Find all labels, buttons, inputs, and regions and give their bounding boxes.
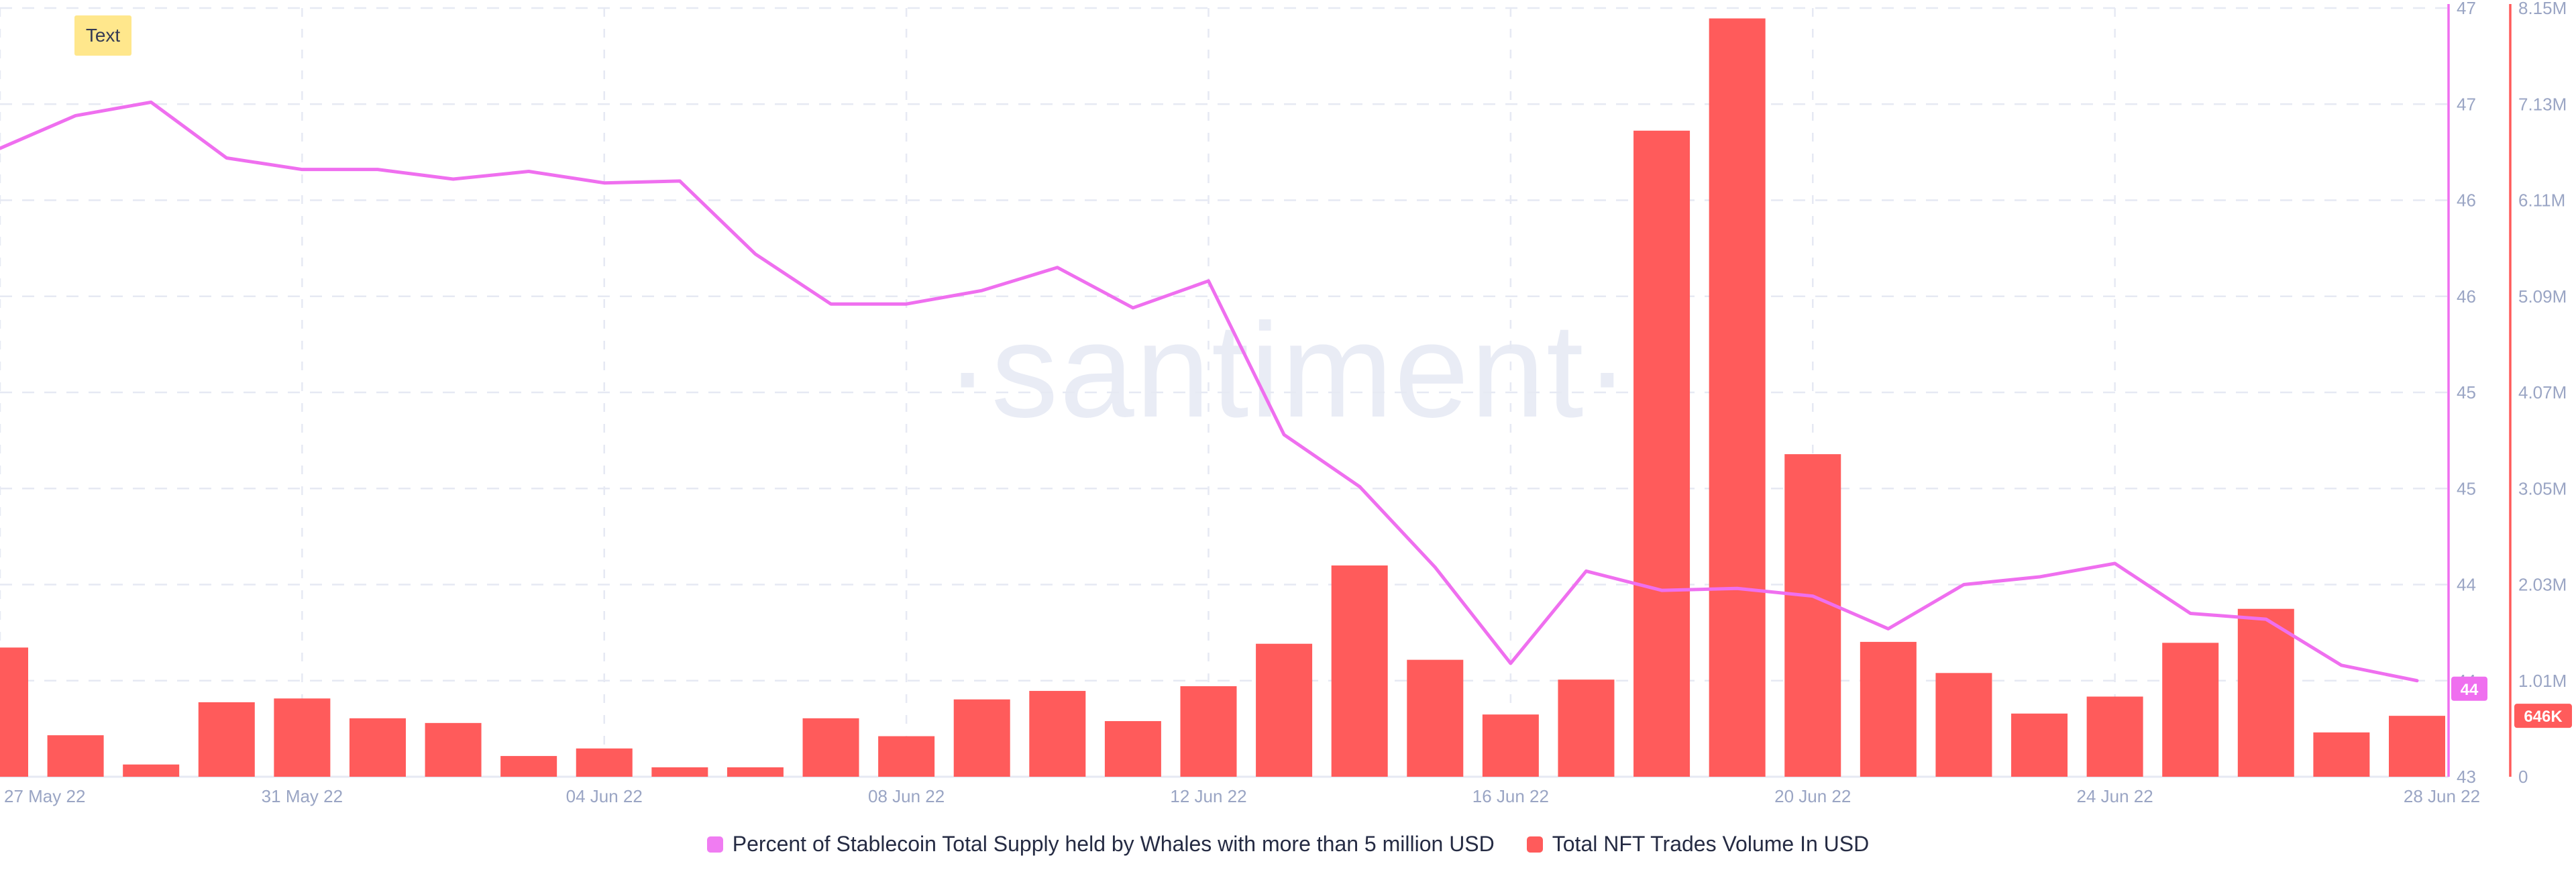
bar[interactable] — [2237, 608, 2294, 777]
left-axis-current-value-badge: 44 — [2451, 676, 2487, 701]
y-tick-label: 47 — [2457, 94, 2476, 114]
bar[interactable] — [349, 718, 406, 777]
y-tick-label: 47 — [2457, 0, 2476, 18]
bar[interactable] — [878, 736, 935, 777]
legend-marker-line-series — [706, 836, 723, 853]
right-series-tick-labels: 8.15M 7.13M 6.11M 5.09M 4.07M 3.05M 2.03M 1.01M… — [2518, 0, 2567, 787]
bar[interactable] — [1482, 714, 1539, 777]
annotation-note[interactable]: Text — [74, 15, 131, 56]
bar[interactable] — [123, 764, 180, 777]
left-series-tick-labels: 47 47 46 46 45 45 44 44 43 — [2457, 0, 2476, 787]
svg-text:646K: 646K — [2524, 708, 2563, 726]
bar[interactable] — [1104, 721, 1161, 777]
y-tick-label: 45 — [2457, 478, 2476, 498]
legend-label-bar-series: Total NFT Trades Volume In USD — [1552, 832, 1870, 856]
svg-text:44: 44 — [2461, 681, 2479, 699]
bar[interactable] — [1331, 565, 1388, 777]
y-tick-label: 45 — [2457, 382, 2476, 402]
x-tick-label: 04 Jun 22 — [566, 786, 643, 806]
bar[interactable] — [2086, 696, 2143, 777]
right-axis-current-value-badge: 646K — [2514, 704, 2572, 728]
x-tick-label: 27 May 22 — [4, 786, 85, 806]
bar[interactable] — [2313, 732, 2370, 777]
bar[interactable] — [802, 718, 859, 777]
bar[interactable] — [1180, 686, 1237, 777]
x-tick-label: 16 Jun 22 — [1472, 786, 1549, 806]
y-tick-label: 44 — [2457, 575, 2476, 595]
y-tick-label: 4.07M — [2518, 382, 2567, 402]
y-tick-label: 1.01M — [2518, 671, 2567, 691]
x-tick-label: 31 May 22 — [262, 786, 343, 806]
legend-marker-bar-series — [1526, 836, 1543, 853]
bar[interactable] — [1935, 673, 1992, 777]
y-tick-label: 8.15M — [2518, 0, 2567, 18]
bar[interactable] — [274, 698, 331, 777]
bar[interactable] — [651, 767, 708, 777]
bar[interactable] — [425, 722, 482, 777]
bar[interactable] — [1256, 643, 1313, 777]
bar-series-total-nft-trades-volume — [0, 18, 2445, 777]
legend-item-nft-volume[interactable]: Total NFT Trades Volume In USD — [1526, 832, 1870, 857]
y-tick-label: 7.13M — [2518, 94, 2567, 114]
bar[interactable] — [1633, 130, 1690, 777]
x-tick-label: 08 Jun 22 — [868, 786, 945, 806]
y-tick-label: 0 — [2518, 767, 2528, 787]
x-tick-label: 20 Jun 22 — [1774, 786, 1851, 806]
y-tick-label: 43 — [2457, 767, 2476, 787]
bar[interactable] — [953, 699, 1010, 777]
y-tick-label: 3.05M — [2518, 478, 2567, 498]
bar[interactable] — [198, 702, 255, 777]
y-tick-label: 6.11M — [2518, 190, 2565, 211]
y-tick-label: 46 — [2457, 190, 2476, 211]
y-tick-label: 5.09M — [2518, 286, 2567, 307]
y-tick-label: 46 — [2457, 286, 2476, 307]
bar[interactable] — [1029, 691, 1086, 777]
bar[interactable] — [576, 748, 633, 777]
bar[interactable] — [500, 756, 557, 777]
chart-legend: Percent of Stablecoin Total Supply held … — [0, 832, 2576, 857]
bar[interactable] — [1860, 641, 1917, 777]
bar[interactable] — [1784, 454, 1841, 777]
bar[interactable] — [1709, 18, 1766, 777]
bar[interactable] — [2011, 713, 2068, 777]
bar[interactable] — [727, 767, 784, 777]
gridlines — [0, 7, 2449, 778]
x-tick-label: 12 Jun 22 — [1170, 786, 1246, 806]
x-tick-label: 28 Jun 22 — [2404, 786, 2480, 806]
bar[interactable] — [2162, 643, 2219, 777]
bar[interactable] — [47, 735, 104, 777]
bar[interactable] — [2389, 716, 2445, 777]
legend-item-stablecoin-whales[interactable]: Percent of Stablecoin Total Supply held … — [706, 832, 1495, 857]
bar[interactable] — [0, 647, 28, 777]
y-tick-label: 2.03M — [2518, 575, 2567, 595]
bar[interactable] — [1407, 659, 1464, 777]
bar[interactable] — [1558, 679, 1615, 777]
line-series-stablecoin-whale-supply[interactable] — [0, 100, 2419, 683]
x-tick-label: 24 Jun 22 — [2077, 786, 2153, 806]
legend-label-line-series: Percent of Stablecoin Total Supply held … — [732, 832, 1495, 856]
santiment-watermark: ·santiment· — [945, 296, 1631, 445]
x-axis-tick-labels: 27 May 22 31 May 22 04 Jun 22 08 Jun 22 12 J… — [4, 786, 2480, 806]
